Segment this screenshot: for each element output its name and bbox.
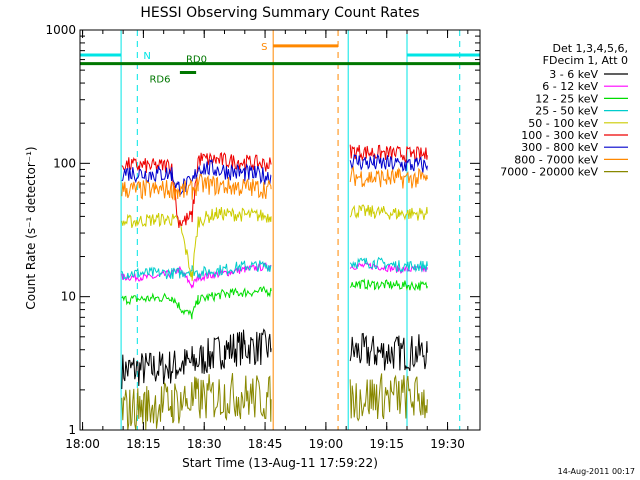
series-line-7-segment-1 [349,165,428,189]
series-line-3-segment-0 [121,260,272,281]
series-line-2-segment-1 [349,278,428,292]
x-tick-label-2: 18:30 [187,437,222,451]
annotation-label-3: RD6 [149,75,170,86]
legend-label-8: 7000 - 20000 keV [500,166,598,179]
chart-title: HESSI Observing Summary Count Rates [140,5,419,21]
footer-date: 14-Aug-2011 00:17 [558,467,635,476]
legend-label-1: 6 - 12 keV [542,80,598,93]
series-line-0-segment-1 [349,332,428,372]
y-tick-label-0: 1 [68,423,76,437]
x-tick-label-5: 19:15 [369,437,404,451]
series-line-4-segment-0 [121,207,272,282]
legend-header-line-1: Det 1,3,4,5,6, [552,42,628,55]
series-line-7-segment-0 [121,173,272,201]
legend-label-5: 100 - 300 keV [521,129,598,142]
series-line-1-segment-0 [121,262,272,289]
series-line-8-segment-0 [121,373,272,431]
series-line-3-segment-1 [349,256,428,273]
x-tick-label-6: 19:30 [430,437,465,451]
legend-label-0: 3 - 6 keV [549,68,598,81]
legend-label-3: 25 - 50 keV [535,105,598,118]
plot-frame [79,29,481,431]
annotation-label-4: S [261,42,267,53]
legend-label-6: 300 - 800 keV [521,141,598,154]
legend-label-7: 800 - 7000 keV [514,153,598,166]
annotation-label-2: RD0 [186,55,207,66]
legend-header-line-2: FDecim 1, Att 0 [543,54,628,67]
series-line-8-segment-1 [349,373,428,422]
series-line-1-segment-1 [349,261,428,274]
x-tick-label-3: 18:45 [248,437,283,451]
y-axis-label: Count Rate (s⁻¹ detector⁻¹) [24,146,38,309]
series-line-6-segment-1 [349,153,428,173]
axis-layer: 18:00 18:15 18:30 18:45 19:00 19:15 19:30 1 10 10… [45,23,481,451]
series-line-2-segment-0 [121,285,272,320]
y-axis-label-group: Count Rate (s⁻¹ detector⁻¹) [24,146,38,309]
series-line-0-segment-0 [121,328,272,390]
x-axis-label: Start Time (13-Aug-11 17:59:22) [182,456,378,470]
x-tick-label-4: 19:00 [309,437,344,451]
series-line-4-segment-1 [349,204,428,221]
plot-layer: N RD0 RD6 S [79,30,480,431]
y-tick-label-2: 100 [53,156,76,170]
legend-label-2: 12 - 25 keV [535,92,598,105]
series-line-6-segment-0 [121,158,272,197]
legend-label-4: 50 - 100 keV [528,117,598,130]
x-tick-label-1: 18:15 [126,437,161,451]
annotation-label-0: N [143,51,150,62]
y-tick-label-1: 10 [61,290,76,304]
y-tick-label-3: 1000 [45,23,76,37]
x-tick-label-0: 18:00 [65,437,100,451]
series-line-5-segment-1 [349,144,428,164]
